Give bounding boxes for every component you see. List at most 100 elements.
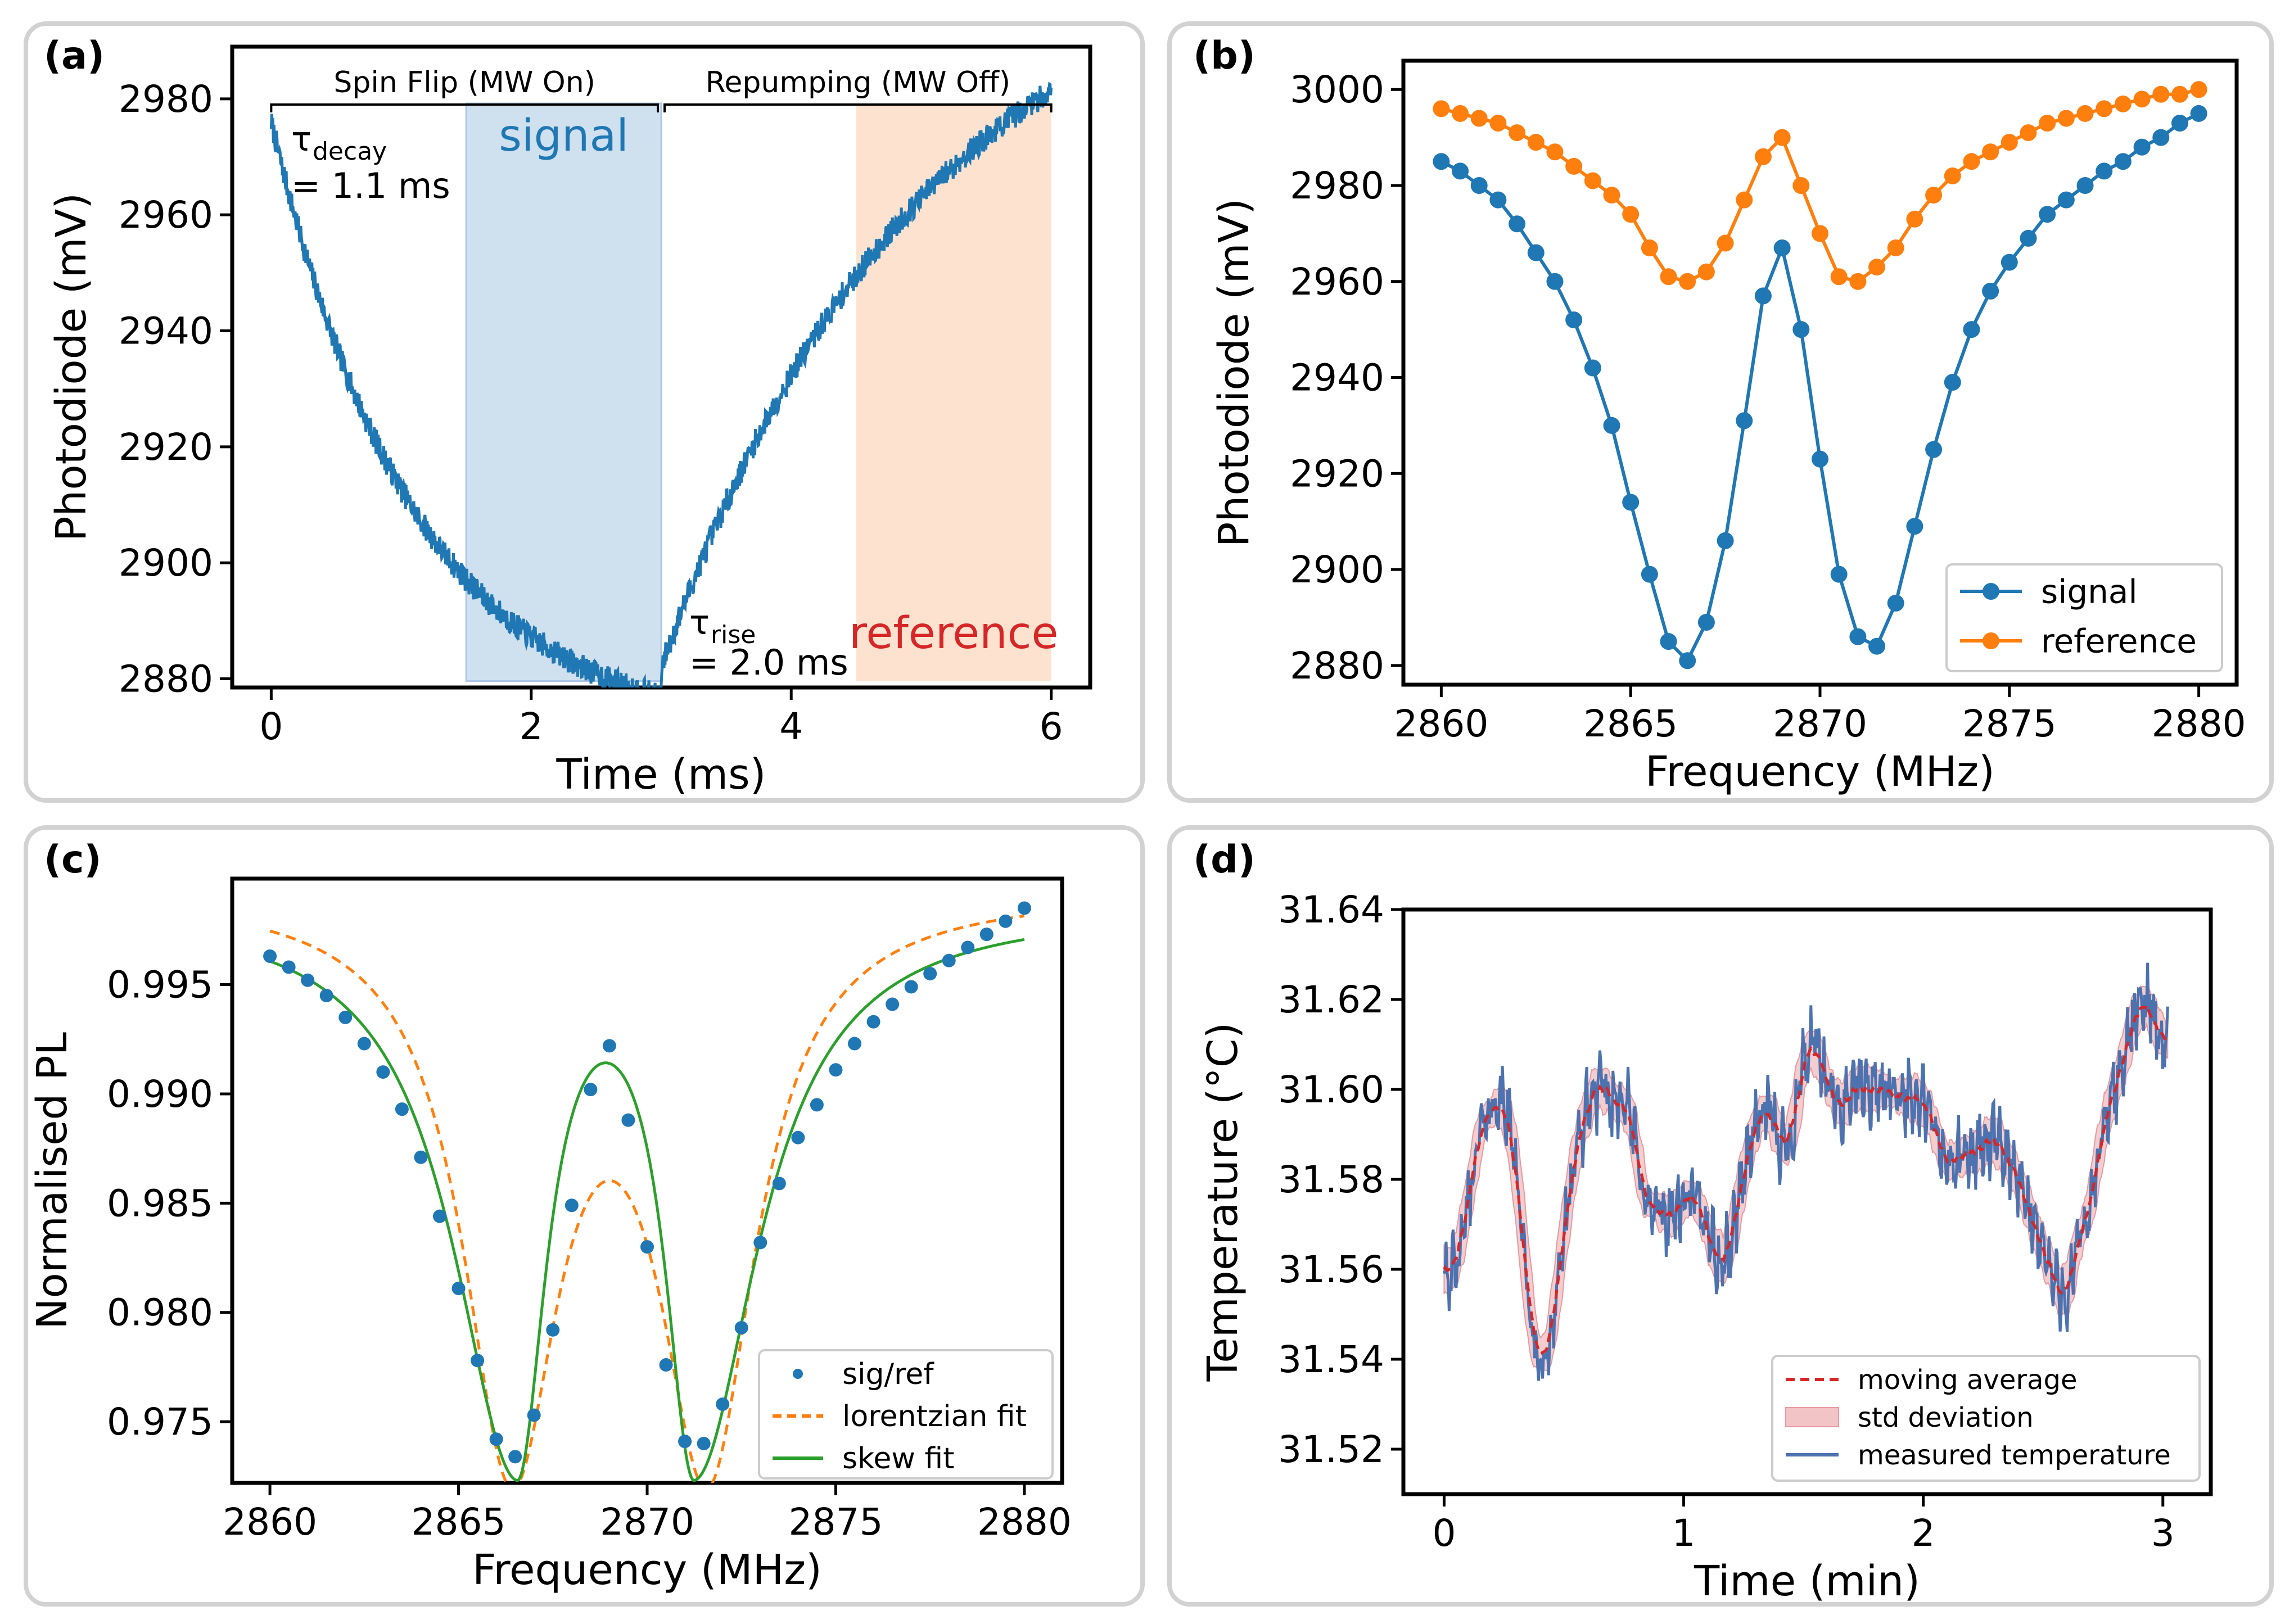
panel-c-ytick-label: 0.985 <box>107 1182 213 1225</box>
series-sig-ref-point <box>282 960 296 974</box>
series-signal-point <box>2020 229 2037 247</box>
panel-a-ytick-label: 2940 <box>119 310 213 353</box>
panel-d-ytick-label: 31.60 <box>1278 1068 1384 1111</box>
panel-d-plot-area <box>1442 962 2169 1381</box>
series-sig-ref-point <box>527 1408 541 1422</box>
series-reference-point <box>1736 191 1753 209</box>
series-reference-point <box>2039 115 2056 132</box>
phase-label: Repumping (MW Off) <box>706 66 1011 99</box>
series-sig-ref-point <box>1017 901 1031 915</box>
panel-b-xtick-label: 2880 <box>2152 702 2246 745</box>
series-reference-point <box>1527 134 1545 151</box>
panel-d-ytick-label: 31.64 <box>1278 888 1384 931</box>
panel-a-ytick-label: 2960 <box>119 193 213 237</box>
series-reference-point <box>2171 85 2188 103</box>
tau-rise-value: = 2.0 ms <box>689 642 848 683</box>
series-signal-point <box>2057 191 2075 209</box>
series-reference-point <box>1641 239 1658 256</box>
series-sig-ref-point <box>489 1432 503 1446</box>
series-reference-point <box>1660 268 1677 286</box>
panel-d-xtick-label: 0 <box>1432 1512 1456 1555</box>
panel-d-legend-label: std deviation <box>1858 1402 2034 1433</box>
series-signal-point <box>1489 191 1507 209</box>
panel-a-ytick-label: 2980 <box>119 78 213 121</box>
series-reference-point <box>1944 167 1961 184</box>
series-signal-point <box>1565 311 1583 329</box>
tau-rise-subscript: rise <box>711 621 756 649</box>
series-sig-ref-point <box>829 1063 843 1077</box>
series-signal-point <box>2152 129 2170 146</box>
series-reference-point <box>1792 177 1810 194</box>
series-signal-point <box>1697 614 1715 631</box>
panel-a-plot-area: signal reference <box>269 82 1058 687</box>
panel-b-ytick-label: 2980 <box>1290 164 1384 207</box>
series-signal-point <box>1641 566 1658 583</box>
series-signal-point <box>2096 162 2113 180</box>
series-sig-ref-point <box>565 1198 579 1213</box>
series-sig-ref-point <box>584 1083 598 1097</box>
series-signal-point <box>1906 518 1923 535</box>
series-signal-point <box>1509 215 1526 233</box>
panel-a-xtick-label: 2 <box>520 705 543 748</box>
panel-d-xtick-label: 2 <box>1912 1512 1935 1555</box>
series-signal-point <box>1527 244 1545 261</box>
tau-rise-symbol: τ <box>689 603 710 643</box>
series-sig-ref-point <box>753 1236 767 1250</box>
series-reference-point <box>1470 110 1488 127</box>
series-signal-point <box>2039 206 2056 223</box>
series-sig-ref-point <box>678 1435 692 1449</box>
panel-b-ytick-label: 2920 <box>1290 452 1384 495</box>
series-signal-point <box>1944 374 1961 391</box>
panel-a-ytick-label: 2880 <box>119 658 213 701</box>
series-sig-ref-point <box>810 1098 824 1112</box>
series-signal-point <box>2076 177 2094 194</box>
photodiode-trace <box>269 82 1053 687</box>
panel-c-axes: 2860 2865 2870 2875 2880 0.975 0.980 0.985 0.990… <box>28 838 1072 1594</box>
series-signal-point <box>1887 594 1904 612</box>
panel-c-ytick-label: 0.990 <box>107 1073 213 1116</box>
series-sig-ref-point <box>508 1450 522 1464</box>
panel-d-ylabel: Temperature (°C) <box>1199 1023 1247 1382</box>
panel-d-axes-frame <box>1401 907 2213 1496</box>
panel-c-xtick-label: 2875 <box>788 1500 883 1544</box>
panel-c-xtick-label: 2860 <box>223 1500 317 1544</box>
series-reference-point <box>1584 172 1601 189</box>
series-reference-point <box>1906 210 1923 228</box>
series-sig-ref-point <box>923 967 937 981</box>
series-signal-point <box>1792 321 1810 338</box>
series-signal-point <box>2114 153 2132 170</box>
series-signal-point <box>1812 450 1828 468</box>
region-signal-shade <box>465 102 662 682</box>
series-reference-point <box>1489 115 1507 132</box>
series-sig-ref-point <box>697 1437 711 1451</box>
series-sig-ref-point <box>961 940 975 955</box>
series-reference-point <box>2114 95 2132 112</box>
series-reference-point <box>2020 124 2037 142</box>
series-reference-point <box>1925 187 1943 204</box>
panel-d-legend-label: moving average <box>1858 1364 2078 1396</box>
series-signal-point <box>1868 637 1886 655</box>
panel-a-ylabel: Photodiode (mV) <box>47 193 96 541</box>
series-reference-point <box>2190 81 2207 98</box>
panel-a-axes: 0 2 4 6 2880 2900 2920 2940 2960 2980 Time (ms) Pho… <box>44 34 1092 799</box>
series-signal-point <box>1982 282 1999 300</box>
series-signal-point <box>1849 628 1867 645</box>
series-signal-point <box>2001 254 2018 271</box>
panel-b-ytick-label: 2940 <box>1290 356 1384 400</box>
series-sig-ref-point <box>791 1130 805 1145</box>
panel-b-xtick-label: 2860 <box>1394 702 1488 745</box>
series-reference-point <box>1849 273 1867 290</box>
series-reference-point <box>1509 124 1526 142</box>
panel-d-legend-label: measured temperature <box>1858 1440 2171 1471</box>
panel-c-ytick-label: 0.980 <box>107 1291 213 1335</box>
series-signal-point <box>1773 239 1791 256</box>
phase-label: Spin Flip (MW On) <box>333 66 595 99</box>
panel-b-legend-marker <box>1983 632 1999 649</box>
series-sig-ref-point <box>716 1397 730 1412</box>
series-reference-point <box>1565 157 1583 175</box>
series-sig-ref-point <box>301 973 315 987</box>
panel-a-ytick-label: 2900 <box>119 541 213 585</box>
region-reference-label: reference <box>849 608 1058 659</box>
series-reference-point <box>2152 85 2170 103</box>
panel-b-ytick-label: 2880 <box>1290 644 1384 687</box>
